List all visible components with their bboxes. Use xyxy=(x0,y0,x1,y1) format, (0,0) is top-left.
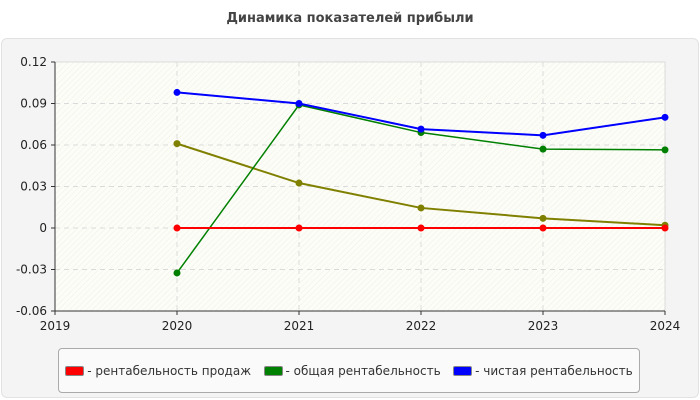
data-point xyxy=(661,113,669,121)
data-point xyxy=(539,224,547,232)
y-tick-label: -0.06 xyxy=(16,304,47,318)
data-point xyxy=(539,131,547,139)
data-point xyxy=(417,125,425,133)
y-tick-label: -0.03 xyxy=(16,263,47,277)
x-tick-label: 2024 xyxy=(650,319,681,333)
chart-title: Динамика показателей прибыли xyxy=(226,11,474,26)
legend-swatch-blue xyxy=(453,365,473,376)
data-point xyxy=(661,146,669,154)
legend-label: - общая рентабельность xyxy=(285,363,441,378)
legend-swatch-green xyxy=(263,365,283,376)
data-point xyxy=(173,88,181,96)
data-point xyxy=(173,269,181,277)
legend-item-net[interactable]: - чистая рентабельность xyxy=(453,364,633,378)
data-point xyxy=(539,214,547,222)
data-point xyxy=(173,224,181,232)
data-point xyxy=(417,224,425,232)
legend-item-sales[interactable]: - рентабельность продаж xyxy=(65,364,251,378)
legend-label: - рентабельность продаж xyxy=(87,363,252,378)
data-point xyxy=(173,140,181,148)
x-tick-label: 2019 xyxy=(40,319,71,333)
y-tick-label: 0.06 xyxy=(20,138,47,152)
data-point xyxy=(417,204,425,212)
x-tick-label: 2020 xyxy=(162,319,193,333)
data-point xyxy=(539,145,547,153)
x-tick-label: 2021 xyxy=(284,319,315,333)
data-point xyxy=(661,224,669,232)
data-point xyxy=(295,179,303,187)
legend-label: - чистая рентабельность xyxy=(475,363,633,378)
y-tick-label: 0.12 xyxy=(20,55,47,69)
y-tick-label: 0.03 xyxy=(20,180,47,194)
data-point xyxy=(295,224,303,232)
y-tick-label: 0 xyxy=(39,221,47,235)
legend: - рентабельность продаж - общая рентабел… xyxy=(58,348,640,393)
data-point xyxy=(295,100,303,107)
x-tick-label: 2022 xyxy=(406,319,437,333)
y-tick-label: 0.09 xyxy=(20,97,47,111)
x-tick-label: 2023 xyxy=(528,319,559,333)
legend-item-total[interactable]: - общая рентабельность xyxy=(263,363,441,378)
legend-swatch-red xyxy=(65,365,85,376)
